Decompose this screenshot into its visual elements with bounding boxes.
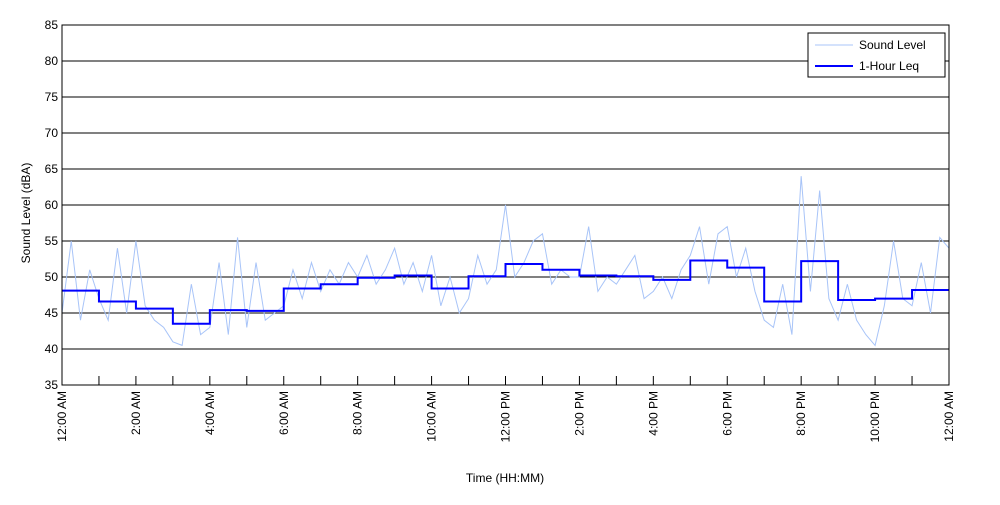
y-tick-label: 80 <box>45 54 59 68</box>
x-tick-label: 4:00 PM <box>646 391 660 436</box>
x-tick-label: 6:00 AM <box>277 391 291 435</box>
x-tick-label: 4:00 AM <box>203 391 217 435</box>
x-tick-label: 12:00 AM <box>55 391 69 442</box>
sound-level-line <box>61 176 950 347</box>
x-tick-label: 10:00 AM <box>425 391 439 442</box>
x-tick-label: 10:00 PM <box>868 391 882 442</box>
leq-step-line <box>62 259 949 325</box>
y-tick-label: 60 <box>45 198 59 212</box>
y-tick-label: 65 <box>45 162 59 176</box>
x-axis: 12:00 AM 2:00 AM 4:00 AM 6:00 AM 8:00 AM 10:0… <box>55 376 956 442</box>
x-tick-label: 12:00 PM <box>499 391 513 442</box>
legend-box <box>807 32 946 78</box>
y-axis-label: Sound Level (dBA) <box>19 163 33 264</box>
series-layer <box>61 176 950 347</box>
x-tick-label: 8:00 PM <box>794 391 808 436</box>
y-axis: 35 40 45 50 55 60 65 70 75 80 85 <box>45 18 59 392</box>
x-tick-label: 2:00 PM <box>572 391 586 436</box>
legend-label-sound-level: Sound Level <box>859 38 926 52</box>
legend: Sound Level 1-Hour Leq <box>807 32 946 78</box>
y-tick-label: 70 <box>45 126 59 140</box>
x-axis-label: Time (HH:MM) <box>466 471 544 485</box>
y-tick-label: 40 <box>45 342 59 356</box>
x-tick-label: 6:00 PM <box>720 391 734 436</box>
y-tick-label: 85 <box>45 18 59 32</box>
legend-label-1-hour-leq: 1-Hour Leq <box>859 59 919 73</box>
y-tick-label: 45 <box>45 306 59 320</box>
y-tick-label: 35 <box>45 378 59 392</box>
x-tick-label: 8:00 AM <box>351 391 365 435</box>
y-tick-label: 55 <box>45 234 59 248</box>
x-tick-label: 2:00 AM <box>129 391 143 435</box>
y-tick-label: 75 <box>45 90 59 104</box>
x-tick-label: 12:00 AM <box>942 391 956 442</box>
y-tick-label: 50 <box>45 270 59 284</box>
